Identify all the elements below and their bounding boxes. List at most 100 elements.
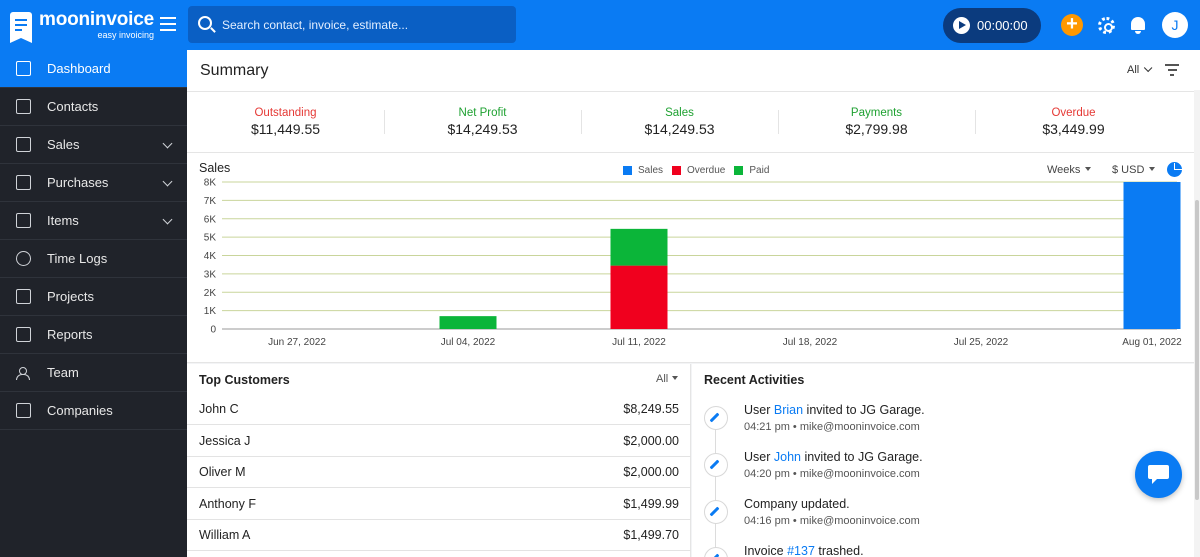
timer-display: 00:00:00: [977, 18, 1028, 33]
sidebar-item-contacts[interactable]: Contacts: [0, 88, 187, 126]
sidebar-item-reports[interactable]: Reports: [0, 316, 187, 354]
activity-link[interactable]: #137: [787, 544, 815, 557]
activity-meta: 04:20 pm • mike@mooninvoice.com: [744, 468, 920, 480]
customer-name: John C: [199, 402, 239, 416]
sidebar-item-purchases[interactable]: Purchases: [0, 164, 187, 202]
user-avatar[interactable]: J: [1162, 12, 1188, 38]
settings-gear-icon[interactable]: [1098, 17, 1115, 34]
table-row[interactable]: John C $8,249.55: [187, 394, 691, 425]
time-tracker-button[interactable]: 00:00:00: [943, 8, 1041, 43]
sidebar-item-sales[interactable]: Sales: [0, 126, 187, 164]
activity-prefix: User: [744, 403, 774, 417]
y-tick-label: 1K: [204, 306, 217, 317]
sidebar-item-label: Reports: [47, 327, 93, 342]
legend-label: Sales: [638, 165, 664, 176]
chat-support-button[interactable]: [1135, 451, 1182, 498]
bar-sales-5: [1123, 182, 1181, 329]
page-title: Summary: [200, 62, 269, 79]
activity-text: User Brian invited to JG Garage.: [744, 403, 925, 417]
y-tick-label: 8K: [204, 178, 217, 189]
table-row[interactable]: Anthony F $1,499.99: [187, 489, 691, 520]
sidebar-item-label: Team: [47, 365, 79, 380]
search-box: [188, 6, 516, 43]
chart-period-dropdown[interactable]: Weeks: [1047, 164, 1091, 176]
chevron-down-icon[interactable]: [162, 214, 173, 225]
scrollbar-thumb[interactable]: [1195, 200, 1199, 500]
sidebar-item-dashboard[interactable]: Dashboard: [0, 50, 187, 88]
stat-payments[interactable]: Payments $2,799.98: [778, 107, 975, 137]
activity-text: Company updated.: [744, 497, 850, 511]
chevron-down-icon[interactable]: [162, 138, 173, 149]
bar-paid-1: [439, 316, 497, 329]
customer-name: Jessica J: [199, 433, 251, 448]
filter-icon[interactable]: [1165, 64, 1179, 76]
chevron-down-icon[interactable]: [162, 176, 173, 187]
sidebar-item-label: Purchases: [47, 175, 109, 190]
building-icon: [16, 403, 31, 418]
chart-title: Sales: [199, 161, 231, 175]
stat-label: Net Profit: [458, 107, 507, 119]
search-icon: [198, 16, 212, 30]
customer-amount: $8,249.55: [623, 402, 679, 416]
stat-sales[interactable]: Sales $14,249.53: [581, 107, 778, 137]
y-tick-label: 4K: [204, 251, 217, 262]
customer-amount: $2,000.00: [623, 465, 679, 479]
sidebar-item-projects[interactable]: Projects: [0, 278, 187, 316]
sidebar-item-team[interactable]: Team: [0, 354, 187, 392]
legend-item[interactable]: Paid: [734, 165, 769, 176]
stat-net-profit[interactable]: Net Profit $14,249.53: [384, 107, 581, 137]
stat-outstanding[interactable]: Outstanding $11,449.55: [187, 107, 384, 137]
bar-paid-2: [610, 228, 668, 266]
stat-value: $11,449.55: [250, 121, 321, 137]
sales-chart: 0 1K 2K 3K 4K 5K 6K 7K 8K Jun 27, 2022 Jul 04, 202…: [204, 178, 1182, 349]
chart-type-toggle-icon[interactable]: [1167, 162, 1182, 177]
edit-pencil-icon: [704, 547, 728, 557]
summary-period-dropdown[interactable]: All: [1127, 64, 1149, 76]
separator-dot: •: [789, 421, 800, 433]
activity-prefix: User: [744, 450, 774, 464]
notification-bell-icon[interactable]: [1131, 17, 1145, 34]
sidebar: Dashboard Contacts Sales Purchases Items Time…: [0, 50, 187, 557]
x-tick-label: Jul 11, 2022: [612, 337, 666, 348]
sidebar-item-companies[interactable]: Companies: [0, 392, 187, 430]
legend-label: Paid: [749, 165, 770, 176]
quick-add-button[interactable]: +: [1061, 14, 1083, 36]
edit-pencil-icon: [704, 406, 728, 430]
activity-text: User John invited to JG Garage.: [744, 450, 923, 464]
activity-link[interactable]: Brian: [773, 403, 804, 417]
currency-dropdown[interactable]: $ USD: [1112, 164, 1155, 176]
sidebar-item-time-logs[interactable]: Time Logs: [0, 240, 187, 278]
stat-divider: [384, 110, 385, 134]
brand-tagline: easy invoicing: [97, 30, 154, 40]
stat-value: $14,249.53: [447, 121, 518, 137]
table-row[interactable]: Jessica J $2,000.00: [187, 426, 691, 457]
list-icon: [16, 213, 31, 228]
stat-value: $2,799.98: [845, 121, 908, 137]
stat-value: $14,249.53: [644, 121, 715, 137]
brand-logo[interactable]: mooninvoice easy invoicing: [10, 10, 154, 43]
activity-email: mike@mooninvoice.com: [799, 515, 920, 527]
search-input[interactable]: [222, 6, 512, 43]
top-customers-title: Top Customers: [199, 373, 290, 387]
activity-email: mike@mooninvoice.com: [799, 468, 920, 480]
activity-link[interactable]: John: [773, 450, 801, 464]
x-tick-label: Jun 27, 2022: [268, 337, 326, 348]
legend-swatch: [672, 166, 682, 175]
activity-suffix: trashed.: [814, 544, 864, 557]
table-row[interactable]: William A $1,499.70: [187, 520, 691, 551]
activity-prefix: Company updated.: [744, 497, 850, 511]
top-customers-panel: Top Customers All John C $8,249.55 Jessica…: [187, 364, 691, 557]
folder-icon: [16, 289, 31, 304]
sidebar-item-label: Companies: [47, 403, 113, 418]
customers-filter-dropdown[interactable]: All: [656, 373, 678, 385]
sidebar-item-items[interactable]: Items: [0, 202, 187, 240]
legend-item[interactable]: Sales: [623, 165, 663, 176]
menu-toggle-icon[interactable]: [160, 17, 176, 31]
sidebar-item-label: Dashboard: [47, 61, 111, 76]
table-row[interactable]: Oliver M $2,000.00: [187, 457, 691, 488]
sidebar-item-label: Items: [47, 213, 79, 228]
y-tick-label: 0: [210, 325, 216, 336]
customer-amount: $2,000.00: [623, 433, 679, 448]
stat-overdue[interactable]: Overdue $3,449.99: [975, 107, 1172, 137]
legend-item[interactable]: Overdue: [672, 165, 725, 176]
